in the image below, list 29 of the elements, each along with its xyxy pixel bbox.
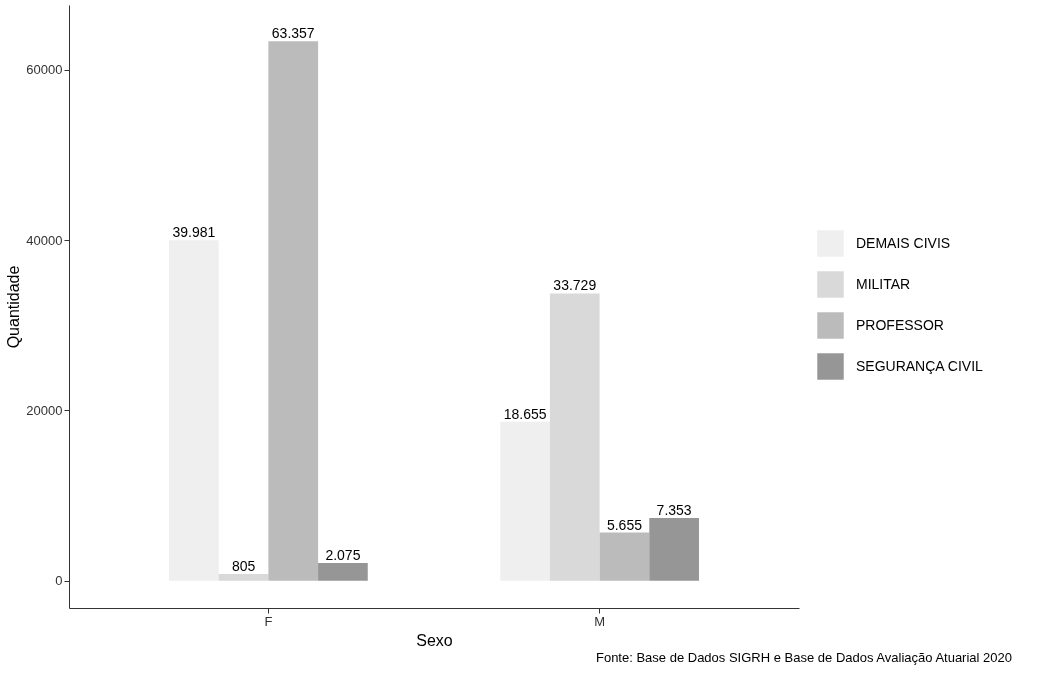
data-label: 18.655 <box>503 405 547 422</box>
legend-label: MILITAR <box>856 275 911 292</box>
data-label: 39.981 <box>172 224 216 241</box>
source-note: Fonte: Base de Dados SIGRH e Base de Dados Avaliação Atuarial 2020 <box>595 650 1012 665</box>
bar <box>549 293 600 581</box>
data-label: 2.075 <box>325 547 361 564</box>
bar <box>268 41 319 581</box>
y-tick-label: 40000 <box>26 232 63 248</box>
y-tick-label: 0 <box>55 573 63 589</box>
x-tick-label: M <box>594 613 606 629</box>
data-label: 5.655 <box>606 516 643 533</box>
bar <box>649 518 699 581</box>
x-tick-label: F <box>264 613 273 629</box>
legend-label: DEMAIS CIVIS <box>856 234 951 251</box>
data-label: 63.357 <box>271 25 315 42</box>
data-label: 805 <box>231 557 256 574</box>
legend-label: SEGURANÇA CIVIL <box>856 357 984 374</box>
bar <box>218 573 269 581</box>
y-axis-title: Quantidade <box>5 265 23 349</box>
data-label: 33.729 <box>553 277 597 294</box>
x-axis-title: Sexo <box>416 631 453 649</box>
bar <box>169 240 219 581</box>
y-tick-label: 60000 <box>26 62 63 78</box>
bar <box>599 532 650 581</box>
bar <box>500 421 550 581</box>
bar <box>318 563 368 581</box>
data-label: 7.353 <box>656 502 692 519</box>
legend-label: PROFESSOR <box>856 316 944 333</box>
y-tick-label: 20000 <box>26 402 63 418</box>
